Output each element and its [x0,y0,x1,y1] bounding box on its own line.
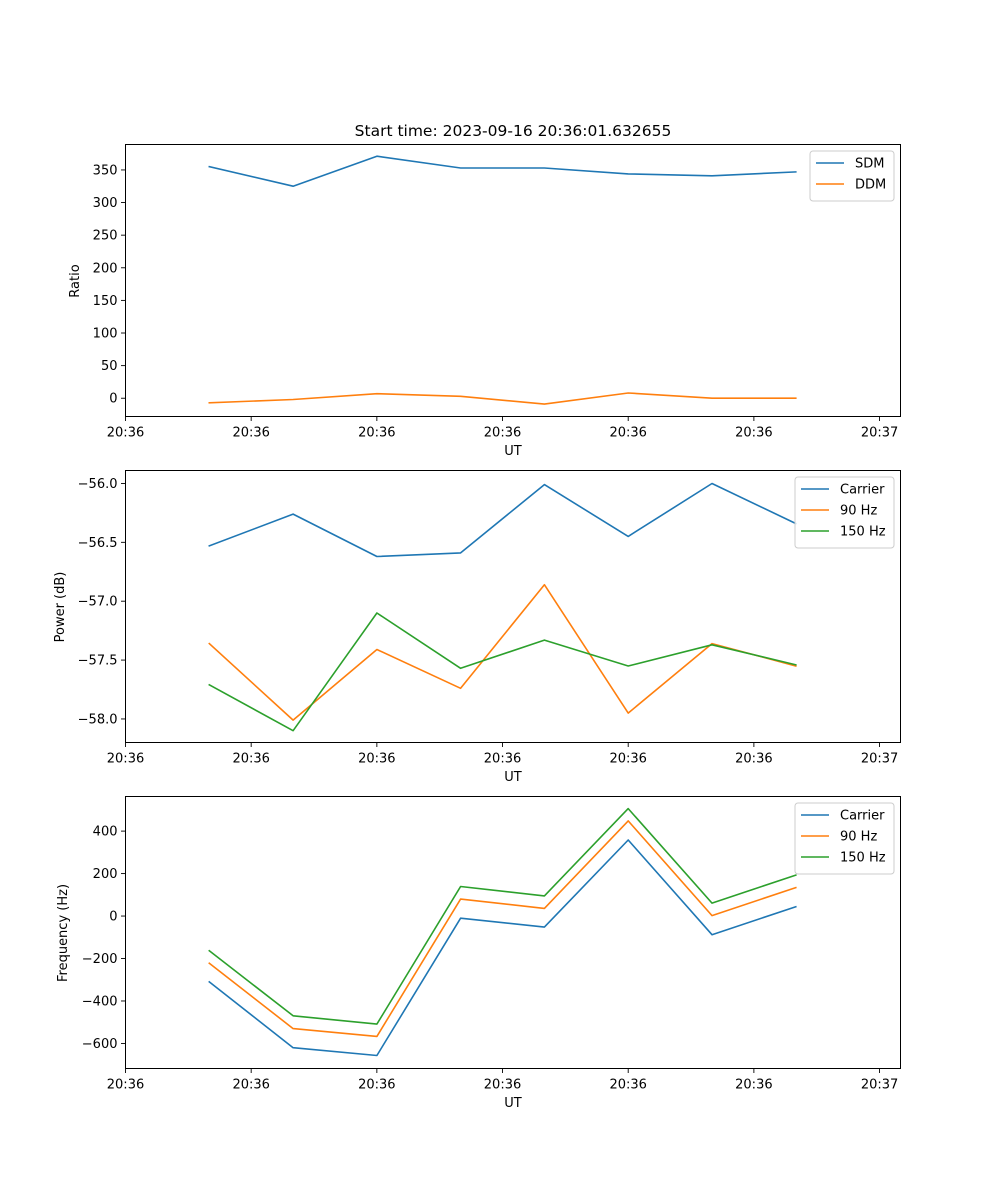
x-tick-label: 20:37 [861,426,898,441]
series-line-carrier [208,839,797,1057]
y-tick-label: 50 [101,359,118,374]
series-line-carrier [208,482,797,558]
x-tick-label: 20:36 [358,1078,395,1093]
y-axis-ticks: 0 50 100 150 200 250 300 350 [93,163,126,407]
x-tick-label: 20:37 [861,1078,898,1093]
x-tick-label: 20:36 [484,752,521,767]
y-tick-label: 200 [93,261,118,276]
legend-label: SDM [855,157,884,172]
x-tick-label: 20:36 [232,752,269,767]
y-tick-label: −200 [82,952,118,967]
x-tick-label: 20:36 [232,426,269,441]
series-line-150-hz [208,612,797,732]
x-tick-label: 20:36 [107,752,144,767]
x-tick-label: 20:36 [735,752,772,767]
x-tick-label: 20:36 [484,426,521,441]
x-tick-label: 20:36 [358,426,395,441]
series-layer [208,807,797,1057]
y-tick-label: 250 [93,229,118,244]
x-axis-ticks: 20:36 20:36 20:36 20:36 20:36 20:36 20:37 [107,416,898,441]
x-tick-label: 20:36 [107,426,144,441]
legend: Carrier 90 Hz 150 Hz [794,476,895,549]
y-tick-label: −600 [82,1037,118,1052]
legend: Carrier 90 Hz 150 Hz [794,802,895,875]
legend-label: 90 Hz [840,504,877,519]
y-axis-label: Ratio [68,264,83,297]
y-tick-label: −57.5 [78,654,118,669]
y-axis-ticks: −600 −400 −200 0 200 400 [82,825,126,1052]
y-tick-label: −57.0 [78,595,118,610]
x-tick-label: 20:36 [609,1078,646,1093]
y-tick-label: 0 [109,910,117,925]
legend-label: 150 Hz [840,851,886,866]
plot-frame [125,470,901,743]
series-line-ddm [208,392,797,405]
chart-frequency: 20:36 20:36 20:36 20:36 20:36 20:36 20:37 −600… [56,796,901,1111]
y-tick-label: −400 [82,994,118,1009]
y-axis-ticks: −58.0 −57.5 −57.0 −56.5 −56.0 [78,477,126,727]
legend-label: Carrier [840,483,885,498]
y-tick-label: −58.0 [78,712,118,727]
y-tick-label: 0 [109,392,117,407]
x-axis-ticks: 20:36 20:36 20:36 20:36 20:36 20:36 20:37 [107,1068,898,1093]
y-tick-label: 100 [93,327,118,342]
x-axis-label: UT [504,444,522,459]
chart-title: Start time: 2023-09-16 20:36:01.632655 [355,122,672,140]
series-layer [208,155,797,405]
legend: SDM DDM [809,150,895,202]
series-line-90-hz [208,820,797,1038]
x-tick-label: 20:36 [735,1078,772,1093]
y-tick-label: 200 [93,867,118,882]
y-tick-label: −56.5 [78,536,118,551]
x-tick-label: 20:37 [861,752,898,767]
chart-ratio: Start time: 2023-09-16 20:36:01.632655 2… [68,122,901,459]
x-tick-label: 20:36 [232,1078,269,1093]
y-tick-label: 150 [93,294,118,309]
legend-label: 150 Hz [840,525,886,540]
x-axis-label: UT [504,770,522,785]
x-axis-label: UT [504,1096,522,1111]
x-tick-label: 20:36 [358,752,395,767]
y-tick-label: 400 [93,825,118,840]
chart-power: 20:36 20:36 20:36 20:36 20:36 20:36 20:37 −58.… [53,470,901,785]
legend-label: Carrier [840,809,885,824]
legend-label: DDM [855,178,886,193]
x-tick-label: 20:36 [735,426,772,441]
x-tick-label: 20:36 [107,1078,144,1093]
series-line-150-hz [208,807,797,1025]
plot-frame [125,796,901,1069]
y-axis-label: Frequency (Hz) [56,884,71,982]
x-tick-label: 20:36 [609,752,646,767]
y-tick-label: −56.0 [78,477,118,492]
x-tick-label: 20:36 [609,426,646,441]
y-tick-label: 300 [93,196,118,211]
y-tick-label: 350 [93,163,118,178]
y-axis-label: Power (dB) [53,572,68,643]
series-line-90-hz [208,583,797,721]
plot-frame [125,144,901,417]
x-tick-label: 20:36 [484,1078,521,1093]
series-line-sdm [208,155,797,187]
legend-label: 90 Hz [840,830,877,845]
series-layer [208,482,797,732]
x-axis-ticks: 20:36 20:36 20:36 20:36 20:36 20:36 20:37 [107,742,898,767]
